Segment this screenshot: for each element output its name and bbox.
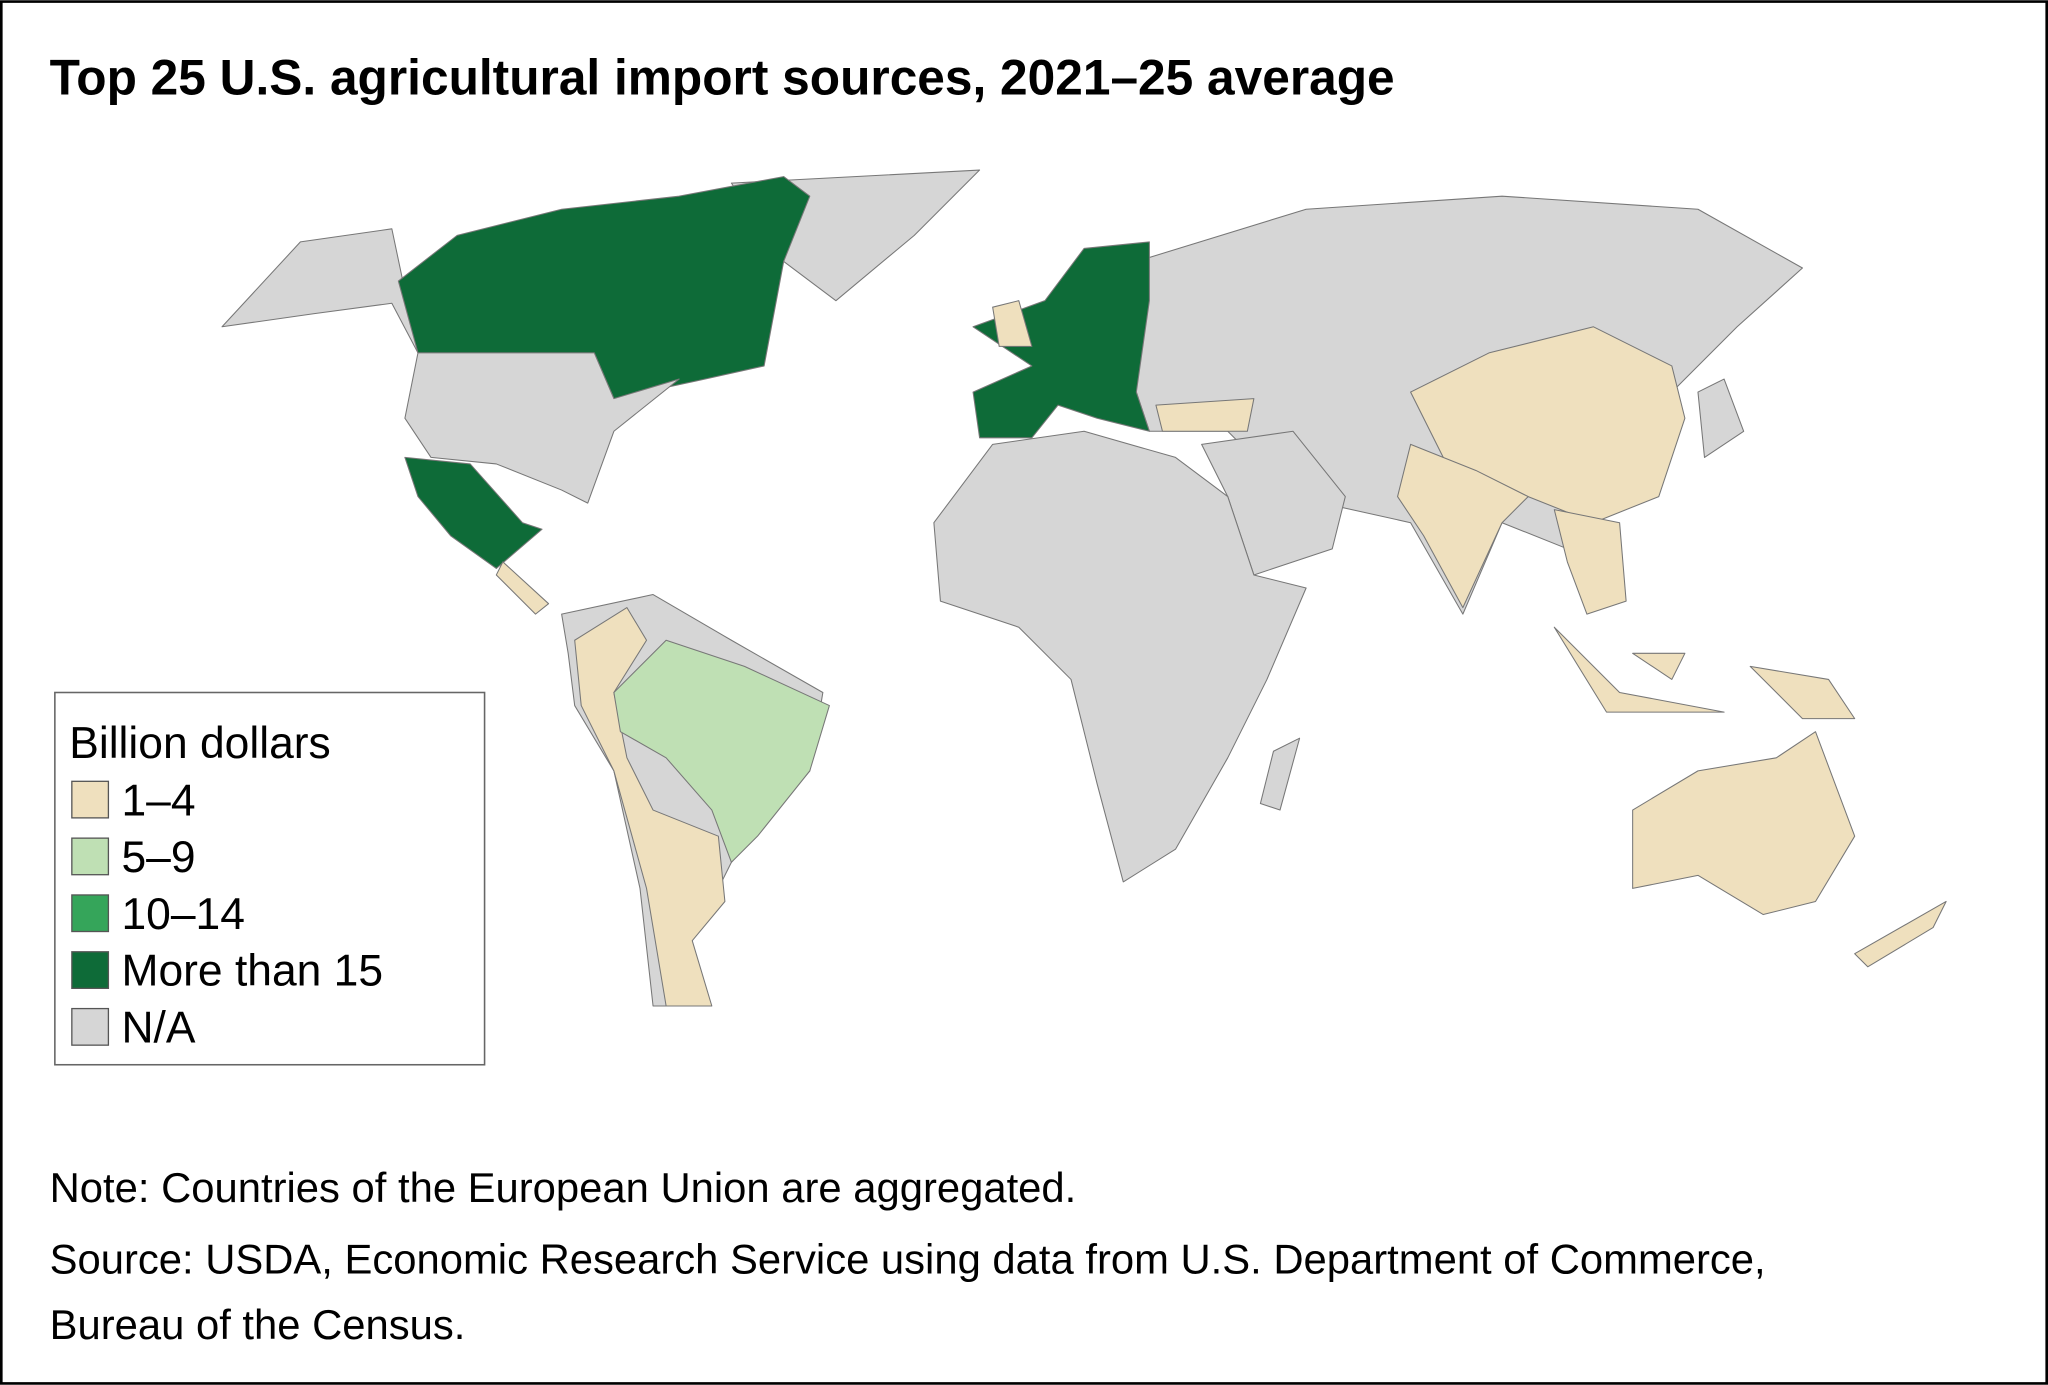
- note: Note: Countries of the European Union ar…: [50, 1164, 1077, 1211]
- legend-box: [54, 691, 486, 1066]
- indonesia-east: [1632, 652, 1686, 680]
- world-map: [221, 169, 1947, 1007]
- southeast-asia: [1553, 509, 1627, 615]
- mexico: [404, 456, 543, 569]
- european-union: [972, 241, 1150, 439]
- legend-label: 10–14: [121, 890, 244, 939]
- india: [1397, 443, 1529, 609]
- australia: [1632, 731, 1856, 916]
- central-america: [495, 561, 550, 615]
- legend-swatch: [71, 780, 110, 819]
- japan: [1697, 378, 1745, 458]
- legend-label: More than 15: [121, 947, 383, 996]
- legend: Billion dollars 1–4 5–9 10–14 More than 15 N…: [54, 691, 486, 1066]
- legend-label: N/A: [121, 1004, 195, 1053]
- legend-swatch: [71, 837, 110, 876]
- papua: [1749, 665, 1856, 720]
- brazil: [613, 639, 830, 863]
- legend-label: 5–9: [121, 833, 195, 882]
- legend-swatch: [71, 951, 110, 989]
- turkey: [1155, 398, 1255, 432]
- legend-swatch: [71, 1007, 110, 1046]
- united-kingdom: [992, 300, 1033, 347]
- madagascar: [1259, 737, 1301, 811]
- title: Top 25 U.S. agricultural import sources,…: [50, 49, 1395, 105]
- legend-swatch: [71, 894, 110, 933]
- andean-countries: [574, 607, 726, 1007]
- source: Bureau of the Census.: [50, 1301, 466, 1348]
- indonesia: [1553, 626, 1725, 713]
- united-states: [404, 352, 680, 504]
- africa: [933, 430, 1307, 883]
- legend-title: Billion dollars: [69, 719, 331, 768]
- new-zealand: [1854, 900, 1947, 968]
- legend-label: 1–4: [121, 776, 195, 825]
- source: Source: USDA, Economic Research Service …: [50, 1236, 1766, 1283]
